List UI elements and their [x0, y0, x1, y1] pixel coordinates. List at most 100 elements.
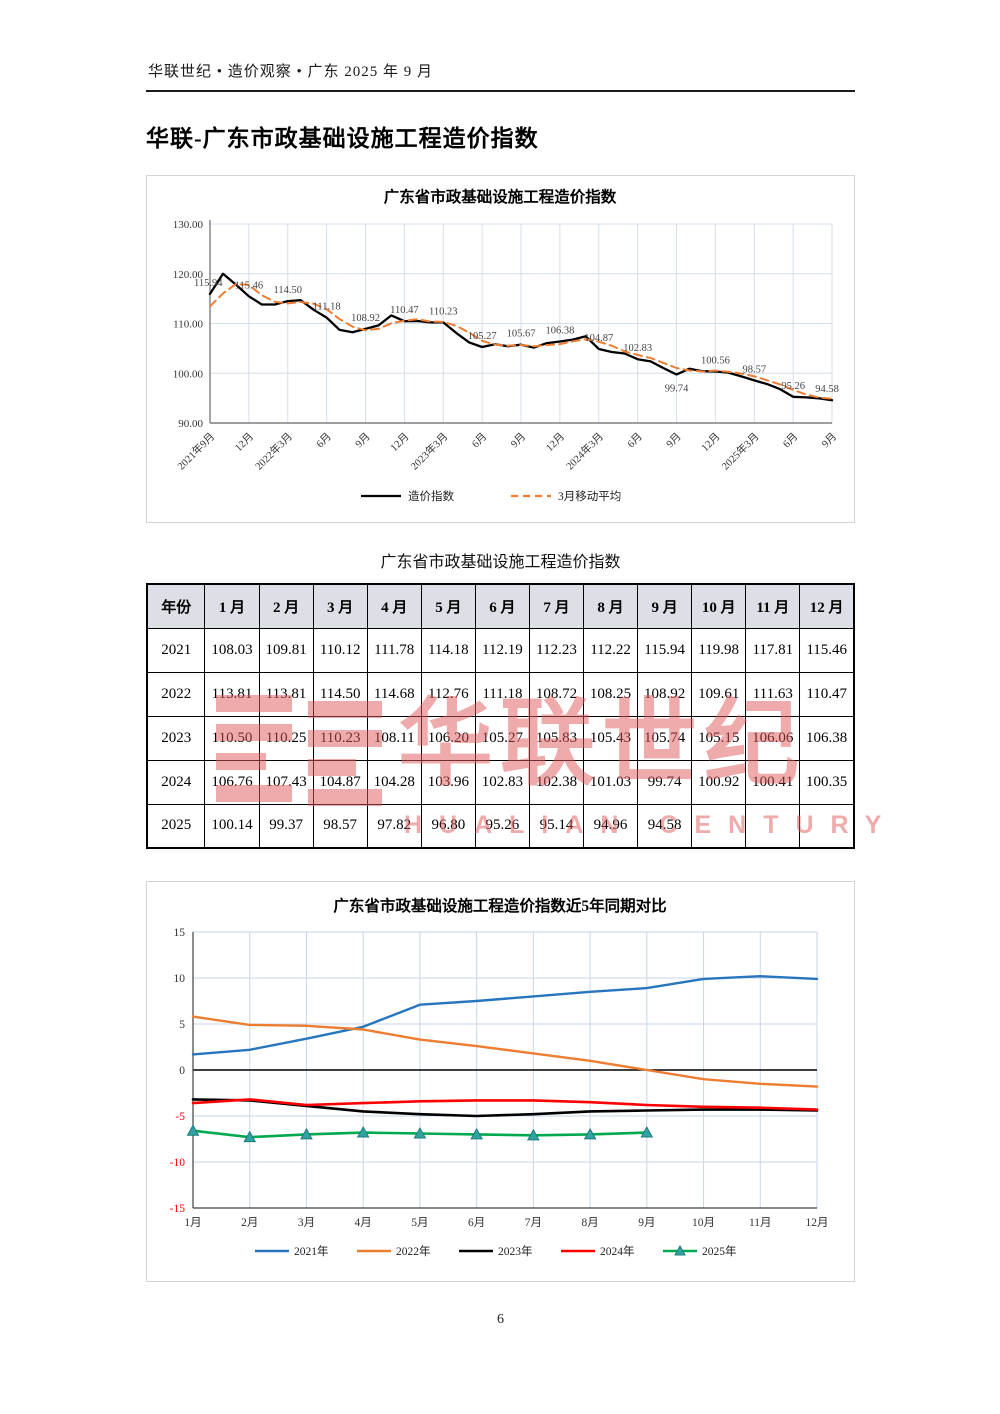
data-label: 110.23 — [429, 306, 458, 317]
value-cell: 105.15 — [691, 715, 747, 761]
series-line-2022年 — [191, 1015, 819, 1088]
x-axis-tick: 2023年3月 — [408, 430, 451, 473]
month-column-header: 8 月 — [583, 583, 639, 629]
triangle-marker — [186, 1124, 200, 1136]
x-axis-tick: 9月 — [638, 1217, 655, 1229]
value-cell: 108.11 — [366, 715, 422, 761]
value-cell: 112.76 — [420, 671, 476, 717]
data-label: 98.57 — [742, 364, 766, 375]
year-cell: 2023 — [146, 715, 206, 761]
x-axis-tick: 2025年3月 — [719, 430, 762, 473]
data-label: 110.47 — [390, 305, 419, 316]
value-cell: 100.92 — [691, 759, 747, 805]
y-axis-tick: 5 — [179, 1019, 185, 1031]
index-table-body: 2021 108.03 109.81 110.12 111.78 114.18 112.19… — [146, 627, 855, 849]
legend-label: 造价指数 — [408, 489, 454, 503]
value-cell: 108.25 — [583, 671, 639, 717]
value-cell: 114.68 — [366, 671, 422, 717]
month-column-header: 6 月 — [474, 583, 530, 629]
value-cell: 115.94 — [637, 627, 693, 673]
table-row: 2024 106.76 107.43 104.87 104.28 103.96 102.83… — [146, 759, 855, 805]
value-cell: 95.14 — [528, 803, 585, 849]
value-cell: 106.06 — [745, 715, 801, 761]
year-cell: 2025 — [146, 803, 206, 849]
y-axis-tick: 120.00 — [173, 269, 204, 281]
x-axis-tick: 12月 — [699, 431, 722, 454]
value-cell: 100.35 — [799, 759, 855, 805]
x-axis-tick: 2024年3月 — [563, 430, 606, 473]
value-cell: 112.19 — [474, 627, 530, 673]
data-label: 104.87 — [584, 333, 613, 344]
y-axis-tick: 10 — [174, 973, 186, 985]
value-cell: 108.03 — [204, 627, 260, 673]
value-cell: 110.23 — [312, 715, 368, 761]
value-cell: 94.96 — [583, 803, 639, 849]
year-cell: 2024 — [146, 759, 206, 805]
value-cell: 110.50 — [204, 715, 260, 761]
series-line-1 — [209, 283, 833, 400]
value-cell: 108.72 — [528, 671, 585, 717]
value-cell: 94.58 — [637, 803, 693, 849]
comparison-chart-box: 广东省市政基础设施工程造价指数近5年同期对比 15 10 5 0 -5 -10 -15 1月 2月… — [146, 881, 855, 1282]
data-label: 105.67 — [507, 329, 536, 340]
y-axis-tick: 90.00 — [178, 418, 203, 430]
x-axis-tick: 1月 — [184, 1217, 201, 1229]
month-column-header: 12 月 — [799, 583, 855, 629]
value-cell: 112.22 — [583, 627, 639, 673]
triangle-marker — [243, 1130, 257, 1143]
page-title: 华联-广东市政基础设施工程造价指数 — [146, 126, 539, 151]
value-cell: 119.98 — [691, 627, 747, 673]
value-cell: 113.81 — [204, 671, 260, 717]
value-cell: 100.14 — [204, 803, 260, 849]
legend-label: 2024年 — [600, 1244, 635, 1258]
x-axis-tick: 6月 — [468, 1217, 485, 1229]
year-cell: 2021 — [146, 627, 206, 673]
five-year-comparison-chart: 广东省市政基础设施工程造价指数近5年同期对比 15 10 5 0 -5 -10 -15 1月 2月… — [170, 896, 829, 1258]
x-axis-tick: 6月 — [314, 431, 334, 451]
x-axis-tick: 4月 — [355, 1217, 372, 1229]
value-cell: 104.28 — [366, 759, 422, 805]
month-column-header: 7 月 — [528, 583, 585, 629]
x-axis-tick: 6月 — [625, 431, 645, 451]
value-cell: 115.46 — [799, 627, 855, 673]
month-column-header: 9 月 — [637, 583, 693, 629]
x-axis-tick: 9月 — [819, 431, 839, 451]
y-axis-tick: -15 — [170, 1203, 186, 1215]
value-cell: 98.57 — [312, 803, 368, 849]
page-content: 华联世纪 • 造价观察 • 广东 2025 年 9 月 华联-广东市政基础设施工… — [146, 0, 881, 1328]
value-cell: 103.96 — [420, 759, 476, 805]
triangle-marker — [674, 1244, 686, 1256]
year-cell: 2022 — [146, 671, 206, 717]
x-axis-tick: 5月 — [411, 1217, 428, 1229]
value-cell: 105.27 — [474, 715, 530, 761]
legend-label: 3月移动平均 — [558, 490, 621, 503]
table-row: 2023 110.50 110.25 110.23 108.11 106.20 105.27… — [146, 715, 855, 761]
data-label: 95.26 — [781, 381, 805, 392]
table-row: 2021 108.03 109.81 110.12 111.78 114.18 112.19… — [146, 627, 855, 673]
x-axis-tick: 12月 — [233, 431, 256, 454]
value-cell: 107.43 — [258, 759, 314, 805]
value-cell: 112.23 — [528, 627, 585, 673]
value-cell: 104.87 — [312, 759, 368, 805]
value-cell: 114.50 — [312, 671, 368, 717]
y-axis-tick: 110.00 — [173, 319, 203, 331]
value-cell — [745, 803, 801, 849]
month-column-header: 2 月 — [258, 583, 314, 629]
x-axis-tick: 2022年3月 — [252, 430, 295, 473]
value-cell: 113.81 — [258, 671, 314, 717]
value-cell — [799, 803, 855, 849]
month-column-header: 11 月 — [745, 583, 801, 629]
triangle-marker — [356, 1126, 370, 1138]
value-cell: 95.26 — [474, 803, 530, 849]
x-axis-tick: 12月 — [544, 431, 567, 454]
chart-title: 广东省市政基础设施工程造价指数近5年同期对比 — [333, 896, 666, 915]
y-axis-tick: 130.00 — [173, 219, 204, 231]
data-label: 108.92 — [351, 313, 380, 324]
value-cell: 110.47 — [799, 671, 855, 717]
legend-label: 2021年 — [294, 1244, 329, 1258]
table-title: 广东省市政基础设施工程造价指数 — [380, 554, 621, 571]
value-cell: 111.63 — [745, 671, 801, 717]
data-label: 102.83 — [623, 343, 652, 354]
x-axis-tick: 9月 — [508, 431, 528, 451]
